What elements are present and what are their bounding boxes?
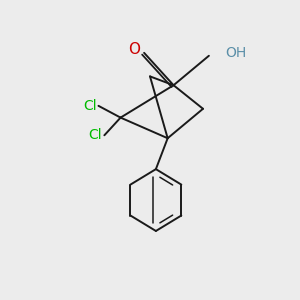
- Text: Cl: Cl: [89, 128, 102, 142]
- Text: OH: OH: [225, 46, 246, 60]
- Text: Cl: Cl: [83, 99, 97, 113]
- Text: O: O: [128, 42, 140, 57]
